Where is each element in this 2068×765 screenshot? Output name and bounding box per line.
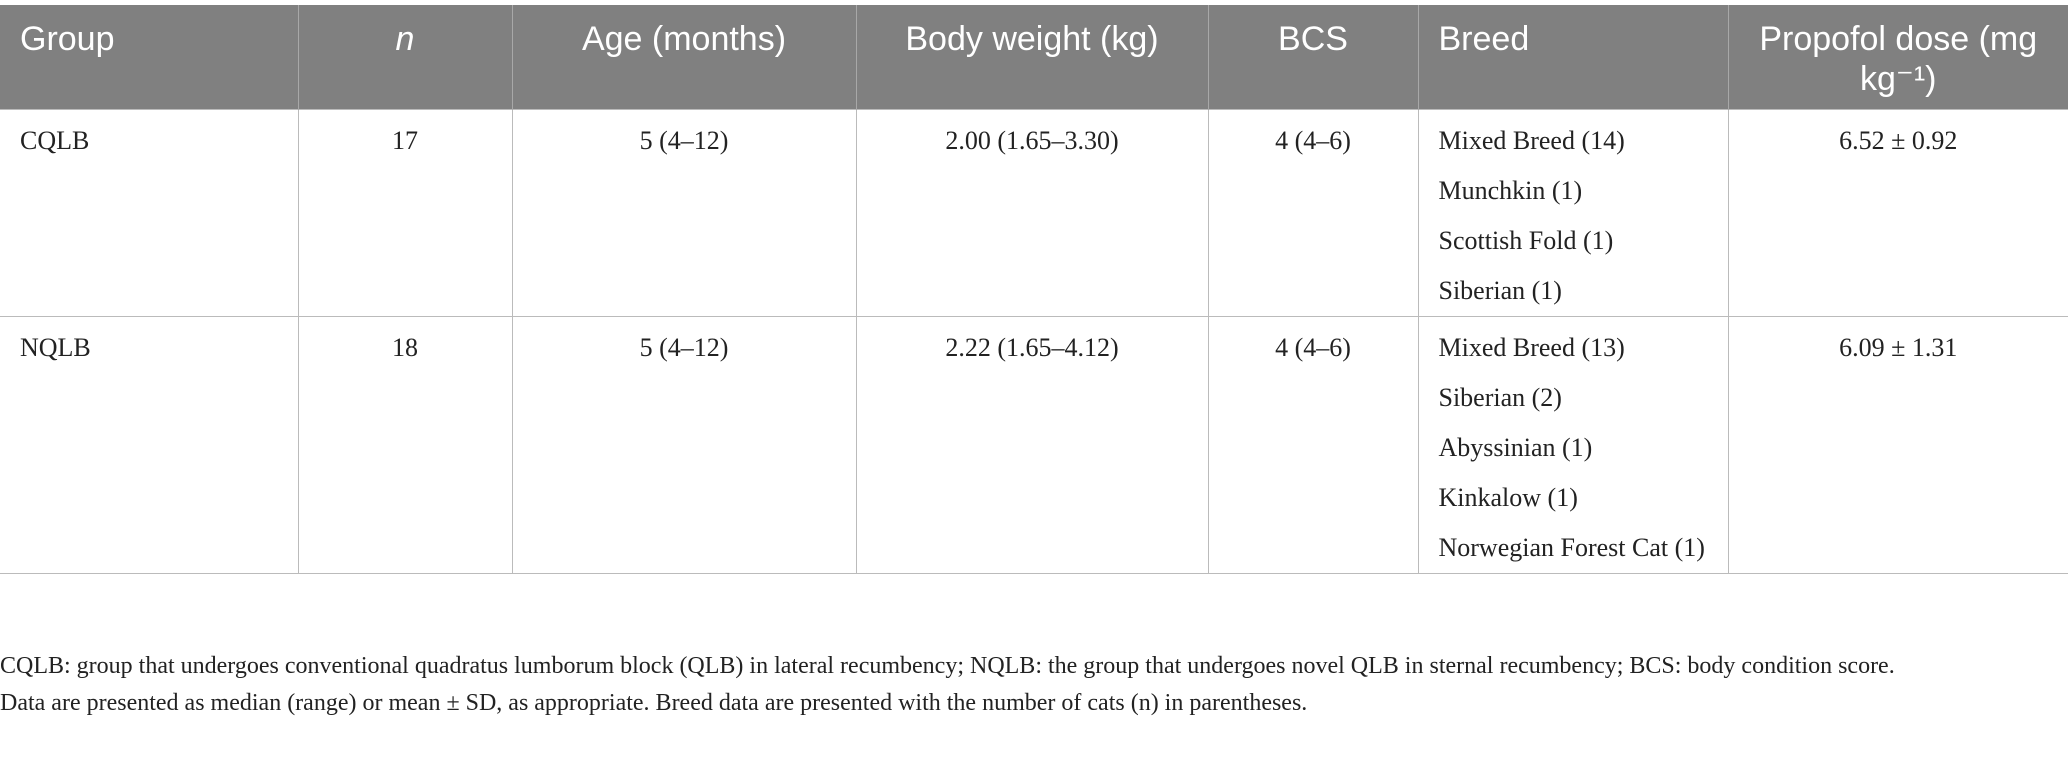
table-cell: 5 (4–12) xyxy=(511,109,857,317)
table-cell: 17 xyxy=(297,109,513,317)
table-cell: 18 xyxy=(297,316,513,574)
column-header: Group xyxy=(0,5,298,110)
table-cell: 2.00 (1.65–3.30) xyxy=(855,109,1209,317)
table-cell: NQLB xyxy=(0,316,299,574)
column-header: Age (months) xyxy=(511,5,856,110)
table-cell: Mixed Breed (14) Munchkin (1) Scottish Fol… xyxy=(1417,109,1729,317)
breed-entry: Mixed Breed (14) xyxy=(1438,126,1625,155)
table-cell: 5 (4–12) xyxy=(511,316,857,574)
column-header: Breed xyxy=(1417,5,1728,110)
breed-entry: Mixed Breed (13) xyxy=(1438,333,1625,362)
footnote: Data are presented as median (range) or … xyxy=(0,690,1308,716)
header-row: Group n Age (months) Body weight (kg) BCS Bre… xyxy=(0,5,2068,110)
table-cell: 4 (4–6) xyxy=(1207,109,1419,317)
breed-entry: Siberian (2) xyxy=(1438,383,1562,412)
table-cell: CQLB xyxy=(0,109,299,317)
breed-entry: Norwegian Forest Cat (1) xyxy=(1438,533,1705,562)
breed-entry: Scottish Fold (1) xyxy=(1438,226,1614,255)
footnote: CQLB: group that undergoes conventional … xyxy=(0,653,1895,679)
footnotes: CQLB: group that undergoes conventional … xyxy=(0,648,2060,722)
column-header: n xyxy=(297,5,512,110)
breed-entry: Munchkin (1) xyxy=(1438,176,1583,205)
breed-entry: Abyssinian (1) xyxy=(1438,433,1593,462)
breed-entry: Siberian (1) xyxy=(1438,276,1562,305)
table-row: NQLB 18 5 (4–12) 2.22 (1.65–4.12) 4 (4–6) Mix… xyxy=(0,316,2068,574)
table-cell: 4 (4–6) xyxy=(1207,316,1419,574)
table-row: CQLB 17 5 (4–12) 2.00 (1.65–3.30) 4 (4–6) Mix… xyxy=(0,109,2068,317)
table-cell: Mixed Breed (13) Siberian (2) Abyssinian (… xyxy=(1417,316,1729,574)
data-table: Group n Age (months) Body weight (kg) BCS Bre… xyxy=(0,5,2068,574)
column-header: Propofol dose (mg kg⁻¹) xyxy=(1727,5,2068,110)
column-header: BCS xyxy=(1207,5,1418,110)
table-cell: 2.22 (1.65–4.12) xyxy=(855,316,1209,574)
breed-entry: Kinkalow (1) xyxy=(1438,483,1578,512)
column-header: Body weight (kg) xyxy=(855,5,1208,110)
table-cell: 6.52 ± 0.92 xyxy=(1727,109,2068,317)
table-cell: 6.09 ± 1.31 xyxy=(1727,316,2068,574)
table-body: CQLB 17 5 (4–12) 2.00 (1.65–3.30) 4 (4–6) Mix… xyxy=(0,109,2068,574)
